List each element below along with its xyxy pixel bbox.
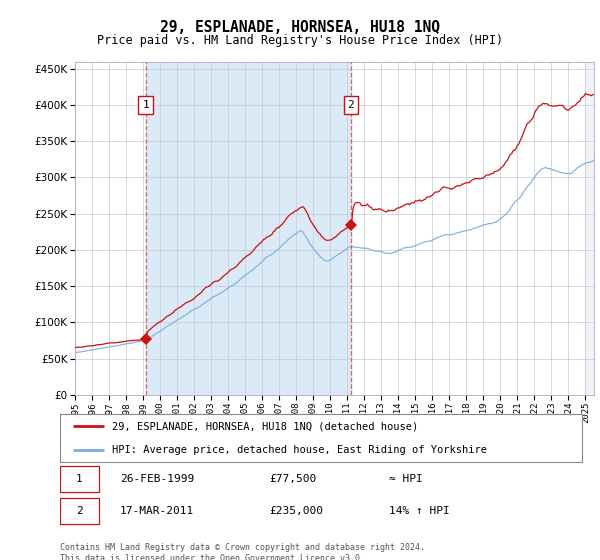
Text: Contains HM Land Registry data © Crown copyright and database right 2024.
This d: Contains HM Land Registry data © Crown c…: [60, 543, 425, 560]
Text: Price paid vs. HM Land Registry's House Price Index (HPI): Price paid vs. HM Land Registry's House …: [97, 34, 503, 46]
Text: 1: 1: [76, 474, 83, 484]
Text: 14% ↑ HPI: 14% ↑ HPI: [389, 506, 449, 516]
Text: HPI: Average price, detached house, East Riding of Yorkshire: HPI: Average price, detached house, East…: [112, 445, 487, 455]
Text: 2: 2: [76, 506, 83, 516]
Text: ≈ HPI: ≈ HPI: [389, 474, 422, 484]
Text: 29, ESPLANADE, HORNSEA, HU18 1NQ (detached house): 29, ESPLANADE, HORNSEA, HU18 1NQ (detach…: [112, 421, 418, 431]
Text: 2: 2: [347, 100, 354, 110]
Text: £77,500: £77,500: [269, 474, 316, 484]
FancyBboxPatch shape: [60, 498, 99, 524]
Text: 26-FEB-1999: 26-FEB-1999: [120, 474, 194, 484]
Text: 29, ESPLANADE, HORNSEA, HU18 1NQ: 29, ESPLANADE, HORNSEA, HU18 1NQ: [160, 20, 440, 35]
Text: £235,000: £235,000: [269, 506, 323, 516]
Text: 1: 1: [142, 100, 149, 110]
Bar: [146, 62, 351, 395]
Text: 17-MAR-2011: 17-MAR-2011: [120, 506, 194, 516]
FancyBboxPatch shape: [60, 466, 99, 492]
Bar: [586, 62, 594, 395]
